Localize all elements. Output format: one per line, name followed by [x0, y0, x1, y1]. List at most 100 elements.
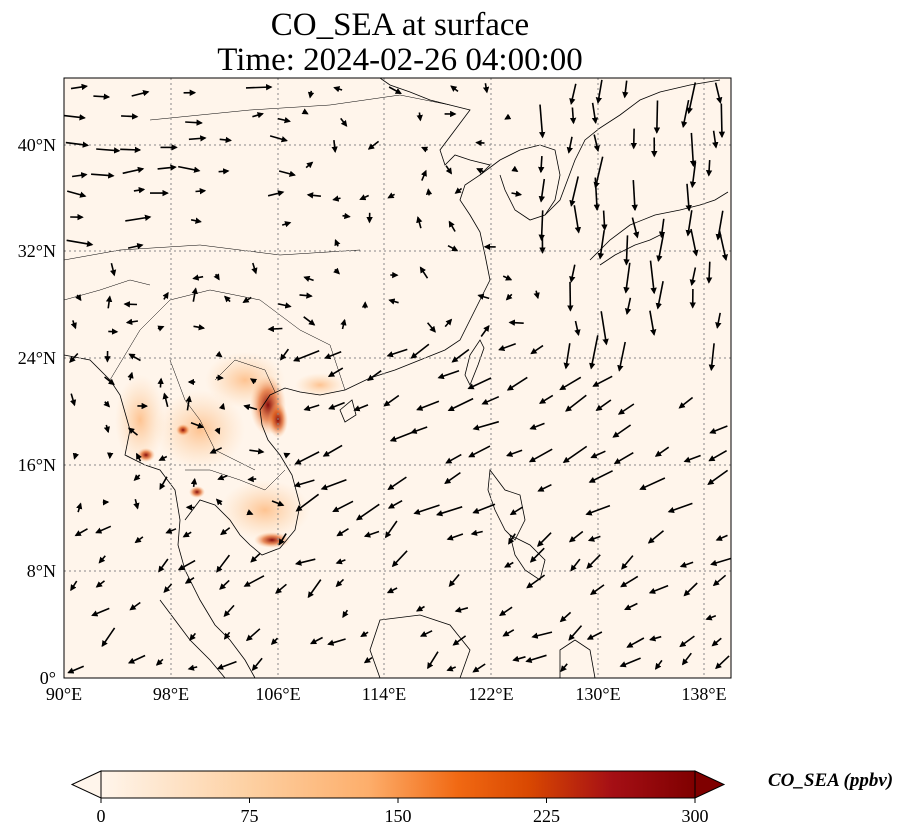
- wind-vector: [470, 529, 483, 536]
- wind-vector: [363, 530, 380, 538]
- wind-vector: [623, 235, 630, 266]
- wind-vector: [425, 188, 433, 196]
- wind-vector: [281, 221, 292, 228]
- wind-vector: [569, 264, 576, 283]
- wind-vector: [303, 316, 316, 326]
- lon-tick-label: 90°E: [46, 684, 82, 704]
- wind-vector: [251, 262, 258, 275]
- wind-vector: [505, 293, 513, 301]
- wind-vector: [252, 112, 264, 119]
- wind-vector: [508, 319, 524, 326]
- wind-vector: [246, 509, 254, 516]
- wind-vector: [159, 476, 168, 491]
- wind-vector: [565, 394, 587, 412]
- wind-vector: [294, 558, 316, 566]
- wind-vector: [445, 165, 453, 175]
- wind-vector: [305, 161, 314, 169]
- wind-vector: [649, 635, 662, 642]
- wind-vector: [504, 113, 512, 120]
- wind-vector: [223, 604, 235, 618]
- lat-tick-label: 24°N: [18, 348, 56, 368]
- wind-vector: [360, 630, 369, 637]
- wind-vector: [653, 100, 661, 134]
- wind-vector: [193, 324, 206, 331]
- wind-vector: [715, 210, 724, 241]
- wind-vector: [367, 370, 382, 381]
- wind-vector: [509, 506, 524, 516]
- wind-vector: [283, 452, 291, 459]
- wind-vector: [70, 320, 77, 330]
- wind-vector: [482, 83, 490, 94]
- wind-vector: [525, 654, 547, 663]
- wind-vector: [157, 325, 165, 332]
- wind-vector: [621, 555, 634, 570]
- wind-vector: [157, 164, 177, 171]
- wind-vector: [93, 93, 111, 100]
- wind-vector: [249, 378, 258, 385]
- wind-vector: [705, 160, 713, 177]
- wind-vector: [217, 474, 228, 481]
- wind-vector: [573, 205, 582, 234]
- wind-vector: [386, 587, 398, 594]
- wind-vector: [134, 536, 144, 544]
- wind-vector: [218, 168, 230, 175]
- wind-vector: [568, 530, 584, 543]
- wind-vector: [355, 503, 380, 521]
- wind-vector: [709, 425, 728, 434]
- wind-vector: [538, 178, 546, 203]
- wind-vector: [190, 217, 202, 224]
- wind-vector: [125, 214, 152, 222]
- wind-vector: [586, 554, 601, 570]
- wind-vector: [182, 531, 192, 538]
- wind-vector: [656, 232, 665, 263]
- wind-vector: [416, 216, 423, 229]
- wind-vector: [223, 631, 231, 640]
- country-borders: [64, 94, 451, 491]
- wind-vector: [689, 132, 697, 168]
- wind-vector: [384, 520, 398, 539]
- wind-vector: [586, 631, 603, 640]
- wind-vector: [683, 582, 698, 597]
- lat-tick-label: 0°: [40, 668, 56, 688]
- wind-vector: [569, 83, 577, 105]
- wind-vector: [309, 636, 323, 645]
- wind-vector: [122, 166, 145, 175]
- wind-vector: [591, 102, 599, 124]
- wind-vector: [190, 477, 198, 488]
- wind-vector: [71, 172, 88, 179]
- wind-vector: [619, 657, 641, 668]
- wind-vector: [223, 295, 231, 303]
- wind-vector: [689, 161, 697, 189]
- wind-vector: [96, 147, 121, 154]
- wind-vector: [601, 210, 608, 231]
- wind-vector: [685, 210, 693, 237]
- wind-vector: [569, 107, 577, 125]
- wind-vector: [213, 273, 220, 281]
- colorbar-label: CO_SEA (ppbv): [768, 770, 894, 791]
- wind-vector: [679, 635, 695, 648]
- wind-vector: [127, 654, 146, 664]
- wind-vector: [585, 504, 611, 516]
- wind-vector: [505, 449, 523, 457]
- colorbar-tick-label: 150: [385, 806, 412, 826]
- wind-vector: [667, 502, 693, 514]
- wind-vector: [189, 632, 197, 641]
- wind-vector: [185, 119, 203, 126]
- wind-vector: [708, 343, 716, 372]
- wind-vector: [435, 506, 463, 517]
- wind-vector: [95, 580, 105, 588]
- wind-vector: [215, 498, 223, 506]
- wind-vector: [363, 656, 373, 664]
- wind-vector: [451, 348, 470, 363]
- lon-tick-label: 98°E: [153, 684, 189, 704]
- wind-vector: [538, 156, 545, 174]
- wind-vector: [481, 395, 500, 405]
- wind-vector: [448, 573, 460, 587]
- wind-vector: [570, 558, 581, 572]
- wind-vector: [531, 631, 553, 639]
- wind-vector: [528, 448, 553, 463]
- wind-vector: [590, 450, 606, 459]
- wind-vector: [689, 267, 697, 287]
- lon-tick-labels: 90°E 98°E 106°E 114°E 122°E 130°E 138°E: [46, 684, 727, 704]
